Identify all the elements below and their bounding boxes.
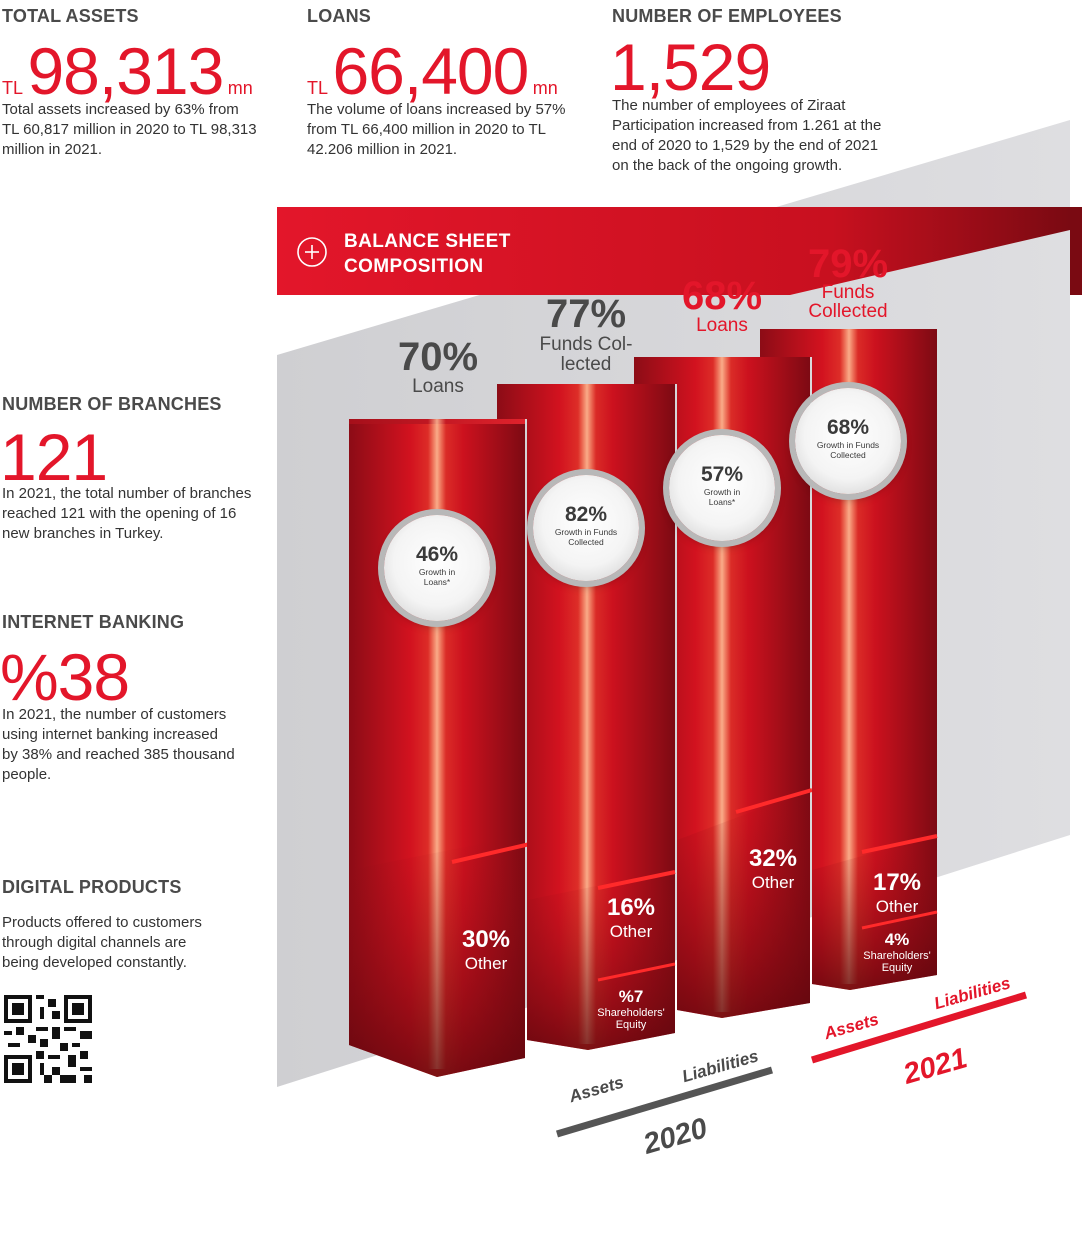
loans-currency: TL bbox=[307, 78, 329, 98]
bar3-top-label: 68% Loans bbox=[681, 274, 763, 336]
total-assets-value-row: TL 98,313 mn bbox=[2, 38, 253, 104]
digital-title: DIGITAL PRODUCTS bbox=[2, 877, 182, 897]
internet-banking-value: %38 bbox=[0, 640, 130, 714]
axis-2020-line bbox=[556, 1066, 773, 1138]
internet-banking-title: INTERNET BANKING bbox=[2, 612, 185, 632]
employees-title: NUMBER OF EMPLOYEES bbox=[612, 6, 842, 26]
loans-value: 66,400 bbox=[332, 34, 529, 108]
branches-value: 121 bbox=[0, 420, 108, 494]
total-assets-desc: Total assets increased by 63% from TL 60… bbox=[2, 101, 257, 158]
bar1-growth-badge: 46% Growth in Loans* bbox=[384, 515, 490, 621]
total-assets-currency: TL bbox=[2, 78, 24, 98]
branches-title: NUMBER OF BRANCHES bbox=[2, 394, 222, 414]
total-assets-unit: mn bbox=[227, 78, 253, 98]
bar4-equity-label: 4% Shareholders' Equity bbox=[863, 930, 931, 974]
employees-desc: The number of employees of Ziraat Partic… bbox=[612, 97, 882, 174]
axis-2021-line bbox=[810, 991, 1028, 1064]
total-assets-value: 98,313 bbox=[27, 34, 224, 108]
bar1-other-label: 30% Other bbox=[461, 926, 511, 973]
bar2-top-label: 77% Funds Col- lected bbox=[539, 292, 633, 375]
bar4-top-label: 79% Funds Collected bbox=[807, 242, 889, 322]
bar4-growth-badge: 68% Growth in Funds Collected bbox=[795, 388, 901, 494]
banner-title: BALANCE SHEET COMPOSITION bbox=[344, 231, 511, 277]
internet-banking-desc: In 2021, the number of customers using i… bbox=[2, 706, 235, 783]
branches-desc: In 2021, the total number of branches re… bbox=[2, 485, 252, 542]
digital-desc: Products offered to customers through di… bbox=[2, 914, 202, 971]
bar3-growth-badge: 57% Growth in Loans* bbox=[669, 435, 775, 541]
total-assets-title: TOTAL ASSETS bbox=[2, 6, 139, 26]
loans-unit: mn bbox=[532, 78, 558, 98]
bar4-other-label: 17% Other bbox=[872, 869, 922, 916]
bar2-other-label: 16% Other bbox=[606, 894, 656, 941]
loans-value-row: TL 66,400 mn bbox=[307, 38, 558, 104]
bar1-top-label: 70% Loans bbox=[397, 335, 479, 397]
qr-code-icon[interactable] bbox=[4, 995, 92, 1083]
plus-circle-icon[interactable] bbox=[296, 236, 328, 268]
bar2-growth-badge: 82% Growth in Funds Collected bbox=[533, 475, 639, 581]
bar3-other-label: 32% Other bbox=[748, 845, 798, 892]
loans-title: LOANS bbox=[307, 6, 371, 26]
bar2-equity-label: %7 Shareholders' Equity bbox=[597, 987, 665, 1031]
loans-desc: The volume of loans increased by 57% fro… bbox=[307, 101, 566, 158]
employees-value: 1,529 bbox=[610, 30, 771, 104]
